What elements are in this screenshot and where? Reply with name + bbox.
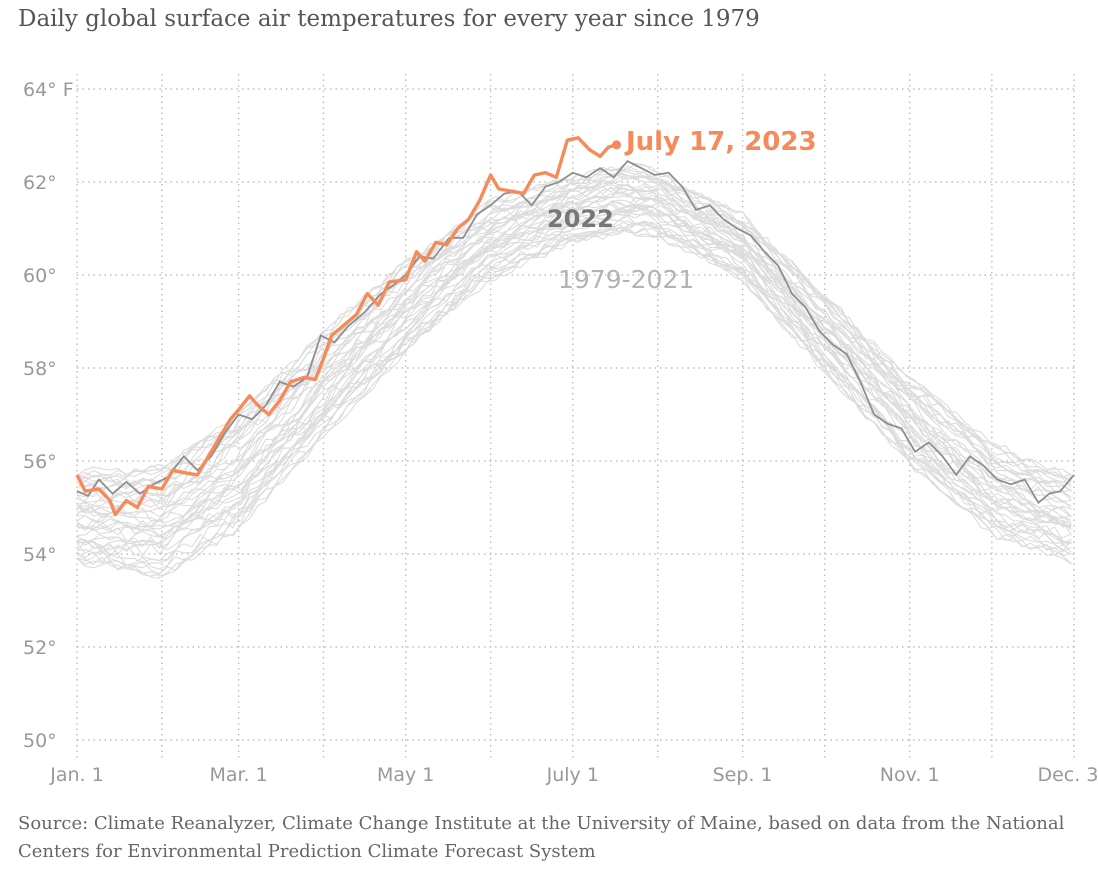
series-line-2023 bbox=[75, 136, 618, 517]
x-tick-label-2: May 1 bbox=[377, 764, 434, 786]
x-axis-ticks: Jan. 1 Mar. 1 May 1 July 1 Sep. 1 Nov. 1 Dec. … bbox=[49, 764, 1098, 786]
history-line-2019 bbox=[76, 163, 1072, 484]
history-line-2017 bbox=[76, 165, 1072, 483]
y-tick-label-5: 54° bbox=[23, 544, 57, 566]
series-labels: 1979-2021 2022 July 17, 2023 bbox=[547, 127, 817, 294]
history-line-2009 bbox=[76, 181, 1072, 507]
history-line-1990 bbox=[76, 211, 1072, 557]
label-2022: 2022 bbox=[547, 205, 614, 233]
history-line-1993 bbox=[76, 199, 1072, 545]
y-tick-label-1: 62° bbox=[23, 172, 57, 194]
x-tick-label-5: Nov. 1 bbox=[880, 764, 940, 786]
history-line-2005 bbox=[76, 191, 1072, 519]
history-line-2015 bbox=[76, 171, 1072, 487]
grid-layer bbox=[76, 74, 1078, 758]
chart-title: Daily global surface air temperatures fo… bbox=[18, 6, 760, 32]
history-range-label: 1979-2021 bbox=[558, 265, 694, 294]
history-line-1999 bbox=[76, 196, 1072, 535]
series-layer bbox=[75, 136, 1075, 517]
history-line-2007 bbox=[76, 189, 1072, 512]
y-tick-label-2: 60° bbox=[23, 265, 57, 287]
history-line-1991 bbox=[76, 209, 1072, 547]
history-line-1995 bbox=[76, 203, 1072, 537]
label-july-17-2023: July 17, 2023 bbox=[624, 127, 817, 157]
history-line-1997 bbox=[76, 201, 1072, 538]
history-line-1994 bbox=[76, 205, 1072, 536]
x-tick-label-4: Sep. 1 bbox=[713, 764, 773, 786]
y-tick-label-6: 52° bbox=[23, 637, 57, 659]
history-line-1996 bbox=[76, 200, 1072, 530]
history-lines-1979-2021 bbox=[76, 161, 1072, 579]
history-line-2020 bbox=[76, 166, 1072, 484]
x-tick-label-3: July 1 bbox=[546, 764, 599, 786]
y-axis-ticks: 64° F 62° 60° 58° 56° 54° 52° 50° bbox=[23, 79, 74, 752]
source-note: Source: Climate Reanalyzer, Climate Chan… bbox=[18, 813, 1065, 862]
x-tick-label-6: Dec. 31 bbox=[1037, 764, 1098, 786]
series-2023-endpoint bbox=[612, 140, 622, 150]
x-tick-label-0: Jan. 1 bbox=[49, 764, 103, 786]
x-tick-label-1: Mar. 1 bbox=[209, 764, 267, 786]
y-tick-label-7: 50° bbox=[23, 730, 57, 752]
history-line-1989 bbox=[76, 204, 1072, 555]
history-line-2003 bbox=[76, 183, 1072, 524]
history-line-1982 bbox=[76, 224, 1072, 570]
history-line-1984 bbox=[76, 227, 1072, 575]
y-tick-label-3: 58° bbox=[23, 358, 57, 380]
history-line-2021 bbox=[76, 161, 1072, 477]
y-tick-label-0: 64° F bbox=[23, 79, 74, 101]
history-line-2016 bbox=[76, 174, 1072, 494]
history-line-2018 bbox=[76, 168, 1072, 489]
y-tick-label-4: 56° bbox=[23, 451, 57, 473]
history-line-1992 bbox=[76, 206, 1072, 558]
series-line-2022 bbox=[76, 159, 1075, 505]
history-line-2002 bbox=[76, 190, 1072, 523]
